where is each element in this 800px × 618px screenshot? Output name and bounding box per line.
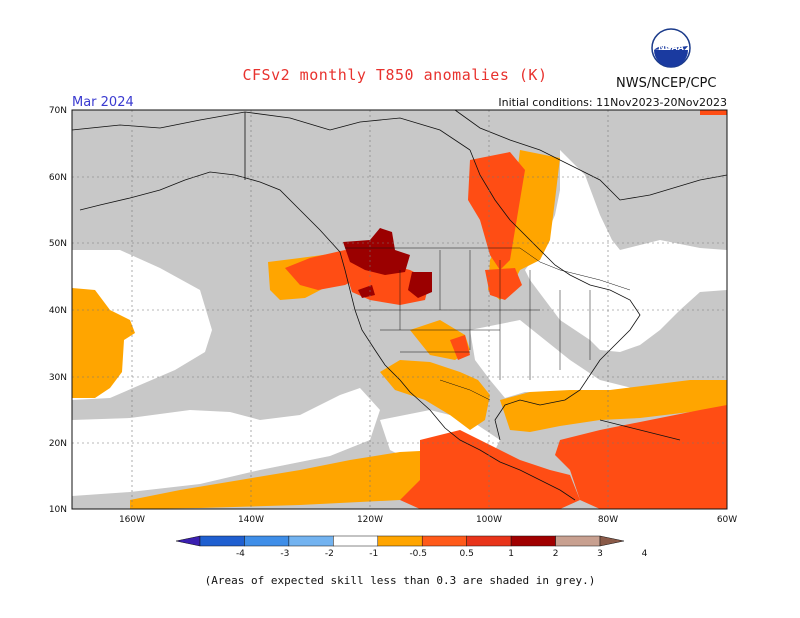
colorbar-segment xyxy=(510,535,556,547)
latitude-labels: 70N 60N 50N 40N 30N 20N 10N xyxy=(49,106,67,515)
warm-anomaly-1-2 xyxy=(285,110,727,509)
colorbar-right-arrow xyxy=(599,535,625,547)
lat-label: 30N xyxy=(49,373,67,383)
colorbar-label: -0.5 xyxy=(409,549,427,559)
colorbar-segment xyxy=(333,535,379,547)
graticule xyxy=(72,110,727,509)
forecast-month: Mar 2024 xyxy=(72,95,134,110)
colorbar-segment xyxy=(377,535,423,547)
lat-label: 60N xyxy=(49,173,67,183)
map-title: CFSv2 monthly T850 anomalies (K) xyxy=(242,66,548,84)
colorbar-segment xyxy=(466,535,512,547)
lat-label: 40N xyxy=(49,306,67,316)
lon-label: 80W xyxy=(598,515,618,525)
colorbar-left-arrow xyxy=(175,535,201,547)
colorbar-label: 3 xyxy=(597,549,603,559)
lon-label: 140W xyxy=(238,515,264,525)
colorbar-segment xyxy=(288,535,334,547)
lat-label: 50N xyxy=(49,239,67,249)
agency-label: NWS/NCEP/CPC xyxy=(616,76,717,91)
lat-label: 10N xyxy=(49,505,67,515)
colorbar-segment xyxy=(421,535,467,547)
colorbar-label: -4 xyxy=(236,549,245,559)
lon-label: 60W xyxy=(717,515,737,525)
political-borders xyxy=(345,247,631,401)
lat-label: 20N xyxy=(49,439,67,449)
colorbar-label: 2 xyxy=(553,549,559,559)
coastlines xyxy=(71,109,728,501)
noaa-logo-icon: NOAA xyxy=(651,28,691,68)
skill-note: (Areas of expected skill less than 0.3 a… xyxy=(204,574,596,587)
colorbar-label: -3 xyxy=(280,549,289,559)
colorbar-label: -1 xyxy=(369,549,378,559)
colorbar-segment xyxy=(199,535,245,547)
longitude-labels: 160W 140W 120W 100W 80W 60W xyxy=(119,515,737,525)
colorbar-label: 1 xyxy=(508,549,514,559)
colorbar: -4 -3 -2 -1 -0.5 0.5 1 2 3 4 xyxy=(175,535,648,559)
colorbar-label: 0.5 xyxy=(460,549,474,559)
lon-label: 100W xyxy=(476,515,502,525)
lon-label: 160W xyxy=(119,515,145,525)
warm-anomaly-2-3 xyxy=(343,228,432,298)
colorbar-segment xyxy=(555,535,601,547)
lon-label: 120W xyxy=(357,515,383,525)
initial-conditions: Initial conditions: 11Nov2023-20Nov2023 xyxy=(498,96,727,109)
colorbar-label: -2 xyxy=(325,549,334,559)
colorbar-segment xyxy=(244,535,290,547)
colorbar-label: 4 xyxy=(642,549,648,559)
map-frame xyxy=(71,109,728,510)
lat-label: 70N xyxy=(49,106,67,116)
svg-text:NOAA: NOAA xyxy=(658,43,684,52)
